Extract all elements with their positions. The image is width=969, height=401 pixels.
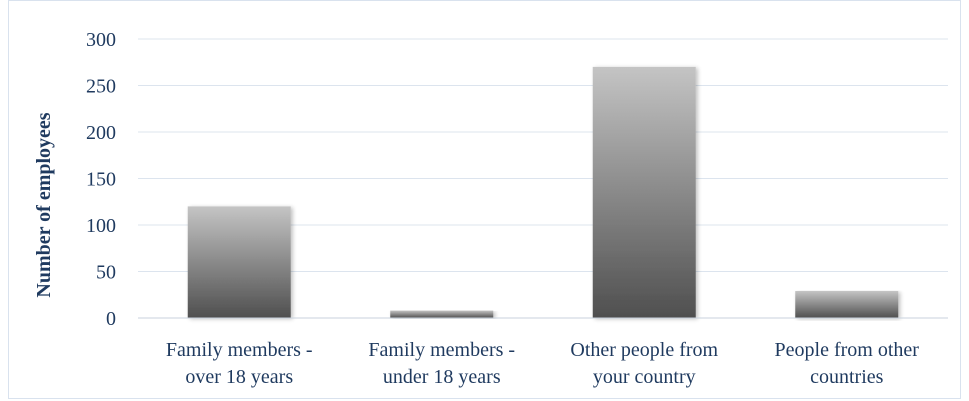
- y-tick-label: 150: [86, 169, 116, 191]
- bar: [187, 206, 291, 318]
- y-tick-label: 50: [96, 262, 116, 284]
- y-tick-label: 0: [106, 308, 116, 330]
- bar: [390, 310, 494, 318]
- x-category-label-line: Family members -: [368, 339, 515, 361]
- x-category-label: Family members - under 18 years: [368, 339, 515, 388]
- x-category-label-line: under 18 years: [383, 366, 501, 388]
- y-tick-label: 200: [86, 122, 116, 144]
- x-category-label: Family members - over 18 years: [166, 339, 313, 388]
- y-axis-title: Number of employees: [33, 112, 55, 297]
- bars: [187, 66, 899, 319]
- x-category-label: Other people from your country: [570, 339, 718, 388]
- x-category-label: People from other countries: [775, 339, 920, 388]
- y-tick-label: 300: [86, 29, 116, 51]
- x-category-label-line: Other people from: [570, 339, 718, 361]
- x-category-label-line: countries: [810, 366, 884, 388]
- bar: [795, 291, 899, 318]
- x-category-label-line: over 18 years: [185, 366, 293, 388]
- y-axis-tick-labels: 0 50 100 150 200 250 300: [86, 29, 116, 330]
- y-tick-label: 250: [86, 76, 116, 98]
- x-category-label-line: People from other: [775, 339, 920, 361]
- x-category-label-line: your country: [593, 366, 696, 388]
- chart-frame: [8, 0, 961, 399]
- bar: [592, 66, 696, 319]
- y-tick-label: 100: [86, 215, 116, 237]
- x-category-label-line: Family members -: [166, 339, 313, 361]
